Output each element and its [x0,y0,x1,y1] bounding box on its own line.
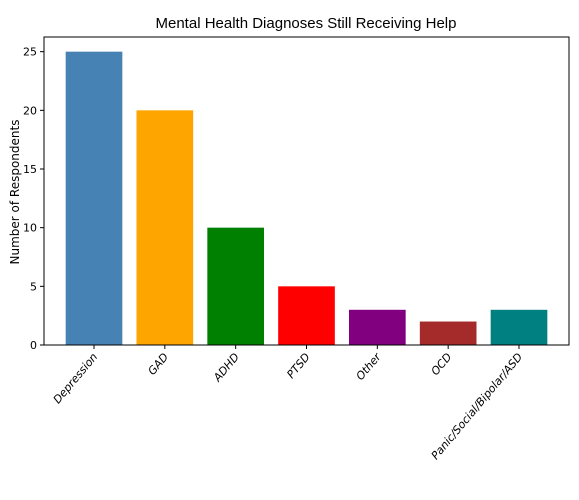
y-tick-label: 20 [23,104,37,117]
y-axis-label: Number of Respondents [8,120,22,265]
bar-gad [136,110,194,345]
x-tick-label: PTSD [284,351,312,381]
chart-title: Mental Health Diagnoses Still Receiving … [156,15,457,32]
y-tick-label: 10 [23,222,37,235]
plot-frame [43,36,570,346]
y-tick-label: 5 [30,280,37,293]
y-axis-ticks: 0 5 10 15 20 25 [23,46,44,352]
x-tick-label: Other [354,349,385,382]
bar-other [348,309,406,345]
x-axis-ticks: Depression GAD ADHD PTSD Other OCDPanic/Socia… [51,345,525,462]
bar-panic-social-bipolar-asd [490,309,548,345]
bar-ptsd [278,286,335,345]
y-tick-label: 15 [23,163,37,176]
x-tick-label: ADHD [210,351,242,385]
bar-ocd [419,321,477,345]
y-tick-label: 25 [23,46,37,59]
x-tick-label: GAD [145,351,171,378]
y-tick-label: 0 [30,339,37,352]
x-tick-label: Depression [51,351,101,407]
bars [65,51,548,346]
x-tick-label: OCD [429,351,455,378]
bar-adhd [207,227,265,345]
bar-depression [65,51,123,346]
